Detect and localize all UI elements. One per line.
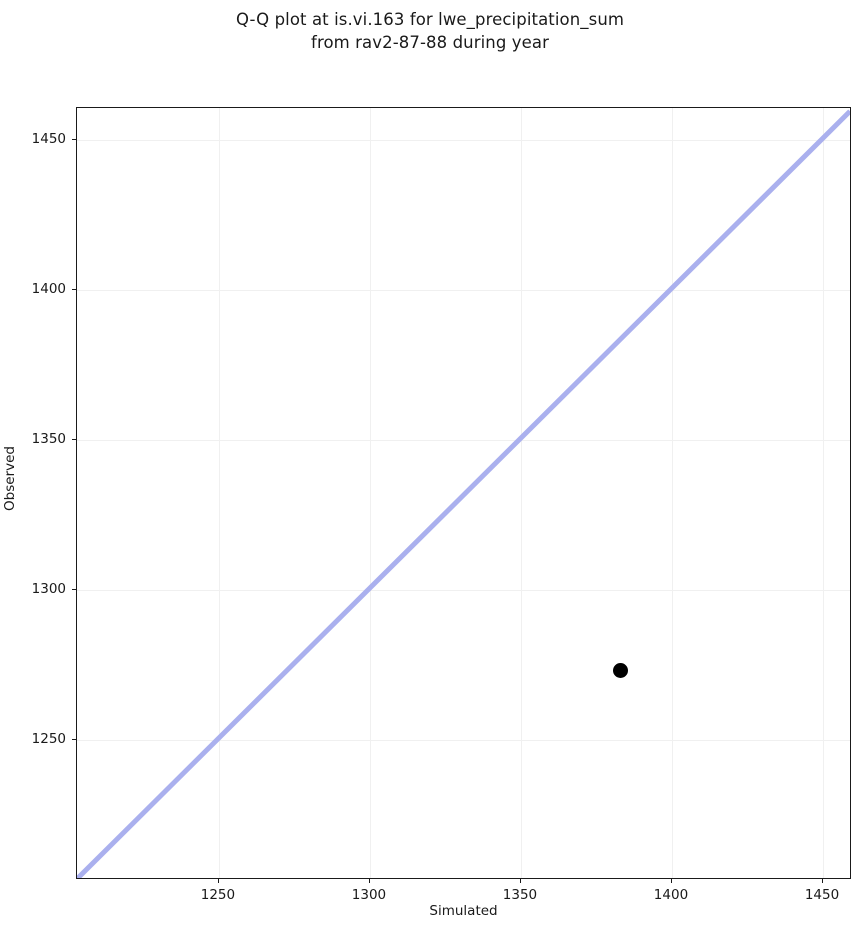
x-tick-mark: [670, 879, 672, 883]
gridline-horizontal: [77, 739, 850, 741]
identity-line-stroke: [77, 109, 850, 878]
y-tick-label: 1300: [31, 580, 66, 597]
gridline-vertical: [218, 108, 220, 878]
gridline-vertical: [823, 108, 824, 878]
x-tick-mark: [368, 879, 370, 883]
x-tick-mark: [822, 879, 823, 883]
gridline-horizontal: [77, 140, 850, 142]
x-tick-label: 1450: [804, 887, 840, 903]
y-tick-mark: [72, 439, 76, 440]
data-point: [613, 662, 629, 678]
gridline-horizontal: [77, 589, 850, 591]
x-tick-label: 1400: [653, 887, 689, 903]
x-tick-label: 1250: [200, 887, 236, 903]
x-axis-label: Simulated: [429, 903, 498, 919]
y-tick-label: 1350: [31, 431, 66, 447]
y-tick-mark: [72, 139, 76, 141]
x-tick-label: 1350: [502, 887, 538, 903]
y-axis-label: Observed: [2, 446, 18, 511]
x-tick-mark: [217, 879, 219, 883]
plot-area: [76, 107, 851, 879]
y-tick-label: 1450: [31, 131, 66, 148]
y-tick-mark: [72, 588, 76, 590]
one-to-one-line: [77, 109, 850, 878]
y-tick-label: 1250: [31, 730, 66, 747]
y-tick-label: 1400: [31, 281, 66, 298]
chart-title: Q-Q plot at is.vi.163 for lwe_precipitat…: [235, 10, 625, 52]
y-tick-mark: [72, 738, 76, 740]
gridline-vertical: [520, 108, 522, 878]
x-tick-mark: [519, 879, 521, 883]
gridline-vertical: [671, 108, 673, 878]
y-tick-mark: [72, 289, 76, 291]
gridline-horizontal: [77, 290, 850, 292]
gridline-vertical: [369, 108, 371, 878]
x-tick-label: 1300: [351, 887, 387, 903]
gridline-horizontal: [77, 440, 850, 441]
